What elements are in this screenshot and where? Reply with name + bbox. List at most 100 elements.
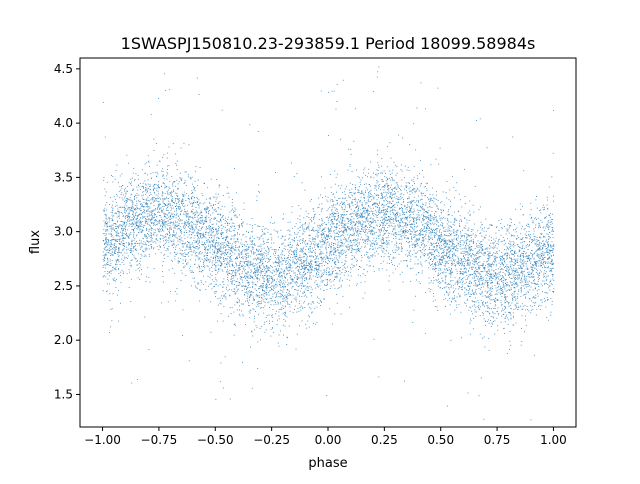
data-point bbox=[157, 190, 159, 192]
data-point bbox=[119, 240, 120, 242]
data-point bbox=[350, 213, 352, 215]
data-point bbox=[311, 312, 313, 314]
data-point bbox=[434, 263, 435, 265]
data-point bbox=[531, 250, 533, 252]
data-point bbox=[474, 259, 476, 260]
data-point bbox=[246, 272, 248, 274]
data-point bbox=[128, 209, 130, 211]
data-point bbox=[523, 256, 524, 258]
data-point bbox=[434, 299, 436, 301]
data-point bbox=[137, 243, 138, 244]
data-point bbox=[361, 177, 363, 179]
data-point bbox=[296, 254, 298, 256]
data-point bbox=[299, 295, 300, 297]
data-point bbox=[190, 237, 192, 239]
data-point bbox=[454, 295, 455, 297]
data-point bbox=[376, 189, 377, 191]
data-point bbox=[349, 206, 350, 208]
data-point bbox=[318, 264, 320, 266]
data-point bbox=[222, 251, 224, 253]
data-point bbox=[264, 321, 265, 323]
data-point bbox=[284, 295, 286, 296]
data-point bbox=[192, 192, 194, 193]
data-point bbox=[365, 187, 367, 189]
data-point bbox=[337, 249, 339, 251]
data-point bbox=[470, 234, 472, 236]
data-point bbox=[525, 237, 527, 239]
data-point bbox=[544, 292, 546, 293]
data-point bbox=[340, 245, 342, 247]
data-point bbox=[235, 273, 236, 275]
data-point bbox=[263, 281, 265, 282]
data-point bbox=[439, 237, 441, 239]
data-point bbox=[403, 212, 405, 214]
data-point bbox=[429, 201, 431, 202]
data-point bbox=[426, 226, 427, 228]
data-point bbox=[348, 227, 350, 229]
data-point bbox=[149, 207, 151, 209]
data-point bbox=[103, 209, 104, 211]
data-point bbox=[404, 230, 406, 232]
data-point bbox=[202, 203, 204, 205]
data-point bbox=[280, 301, 281, 303]
data-point bbox=[305, 266, 307, 268]
data-point bbox=[379, 202, 380, 204]
data-point bbox=[440, 248, 441, 250]
data-point bbox=[144, 212, 146, 214]
data-point bbox=[342, 219, 344, 221]
data-point bbox=[552, 213, 553, 215]
data-point bbox=[388, 202, 390, 204]
data-point bbox=[315, 257, 317, 259]
data-point bbox=[306, 265, 308, 266]
data-point bbox=[443, 298, 445, 300]
data-point bbox=[482, 304, 483, 306]
data-point bbox=[394, 188, 396, 190]
data-point bbox=[198, 205, 200, 207]
data-point bbox=[121, 261, 123, 263]
data-point bbox=[106, 214, 107, 216]
data-point bbox=[381, 194, 382, 196]
data-point bbox=[421, 195, 423, 197]
data-point bbox=[330, 198, 332, 200]
data-point bbox=[346, 200, 348, 202]
data-point bbox=[225, 236, 227, 238]
data-point bbox=[309, 263, 310, 265]
data-point bbox=[182, 199, 184, 201]
data-point bbox=[197, 243, 199, 245]
data-point bbox=[407, 204, 408, 206]
data-point bbox=[455, 219, 457, 221]
data-point bbox=[159, 247, 161, 248]
data-point bbox=[201, 214, 203, 216]
data-point bbox=[207, 248, 209, 250]
data-point bbox=[131, 177, 133, 179]
data-point bbox=[384, 209, 386, 211]
data-point bbox=[499, 271, 501, 273]
data-point bbox=[348, 285, 350, 287]
data-point bbox=[125, 234, 127, 236]
data-point bbox=[443, 243, 445, 245]
data-point bbox=[272, 281, 274, 283]
data-point bbox=[247, 260, 248, 262]
data-point bbox=[338, 217, 340, 219]
data-point bbox=[300, 208, 302, 210]
data-point bbox=[420, 82, 422, 84]
data-point bbox=[535, 301, 537, 303]
data-point bbox=[454, 277, 456, 279]
data-point bbox=[469, 252, 471, 254]
data-point bbox=[196, 242, 197, 243]
data-point bbox=[439, 235, 440, 236]
data-point bbox=[239, 313, 240, 315]
data-point bbox=[266, 250, 268, 252]
data-point bbox=[317, 296, 318, 298]
data-point bbox=[184, 213, 186, 215]
data-point bbox=[324, 227, 326, 229]
data-point bbox=[494, 305, 496, 307]
data-point bbox=[488, 239, 490, 241]
data-point bbox=[429, 194, 431, 195]
data-point bbox=[142, 230, 144, 231]
data-point bbox=[128, 269, 130, 271]
data-point bbox=[393, 220, 394, 222]
data-point bbox=[198, 238, 200, 240]
data-point bbox=[476, 120, 477, 121]
data-point bbox=[342, 265, 344, 266]
